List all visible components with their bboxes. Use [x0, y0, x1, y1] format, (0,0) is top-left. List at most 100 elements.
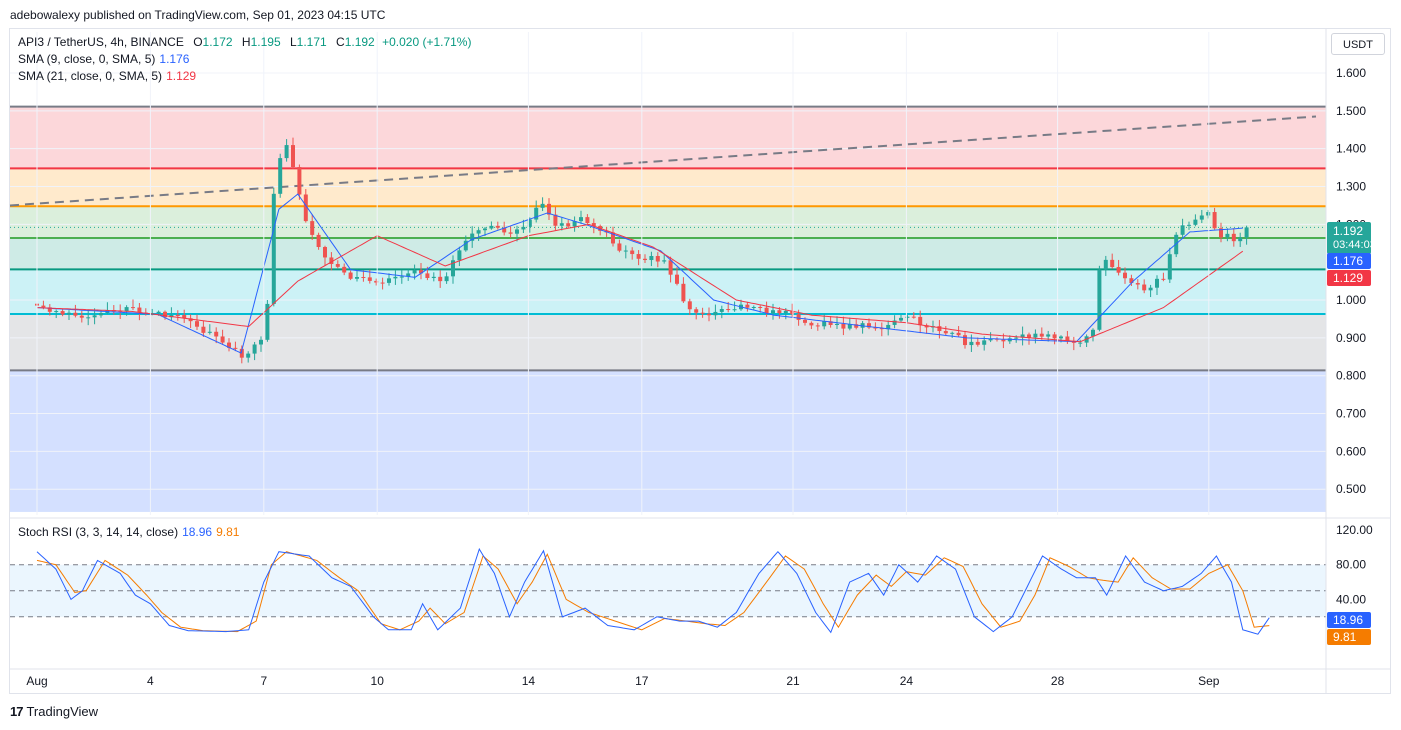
candle-body: [1155, 278, 1159, 288]
chart-frame: [9, 28, 1391, 694]
price-axis-tick: 0.500: [1336, 482, 1366, 496]
time-axis-tick: 24: [900, 674, 914, 688]
stoch-axis-tick: 120.00: [1336, 523, 1373, 537]
candle-body: [828, 321, 833, 326]
candle-body: [675, 274, 679, 284]
candle-body: [1065, 336, 1070, 341]
sma21-line: [36, 223, 1244, 343]
candle-body: [700, 312, 705, 314]
candle-body: [47, 307, 52, 312]
candle-body: [1014, 337, 1019, 339]
candle-body: [687, 301, 692, 310]
candle-body: [732, 309, 737, 311]
candle-body: [361, 277, 366, 278]
candle-body: [726, 309, 731, 311]
candle-body: [611, 232, 615, 244]
stoch-legend[interactable]: Stoch RSI (3, 3, 14, 14, close) 18.96 9.81: [18, 525, 239, 539]
candle-body: [355, 277, 359, 279]
low-label: L: [289, 35, 297, 49]
candle-body: [1039, 333, 1044, 337]
candle-body: [380, 282, 385, 284]
candle-body: [207, 331, 212, 333]
time-axis-tick: Aug: [26, 674, 47, 688]
candle-body: [367, 277, 372, 281]
candle-body: [1212, 212, 1217, 229]
candle-body: [303, 194, 308, 222]
high-value: 1.195: [250, 35, 281, 49]
candle-body: [527, 219, 532, 227]
currency-button[interactable]: USDT: [1331, 33, 1385, 55]
candle-body: [431, 276, 436, 279]
candle-body: [591, 223, 596, 227]
candle-body: [943, 331, 948, 334]
symbol-label[interactable]: API3 / TetherUS, 4h, BINANCE: [18, 35, 184, 49]
candle-body: [335, 264, 340, 267]
candle-body: [1161, 278, 1166, 280]
candle-body: [99, 312, 103, 316]
fib-zone: [10, 237, 1326, 270]
price-axis-tick: 0.900: [1336, 331, 1366, 345]
candle-body: [719, 309, 724, 312]
candle-body: [681, 283, 686, 302]
candle-body: [137, 307, 142, 313]
candle-body: [963, 335, 967, 346]
tradingview-logo[interactable]: 17 TradingView: [10, 704, 98, 719]
candle-body: [547, 203, 551, 215]
candle-body: [707, 313, 711, 316]
candle-body: [1001, 339, 1006, 342]
candle-body: [975, 341, 980, 345]
candle-body: [182, 315, 187, 319]
candle-body: [1180, 225, 1185, 235]
candle-body: [1097, 269, 1102, 330]
candle-body: [67, 312, 71, 315]
candle-body: [553, 214, 558, 226]
sma21-legend[interactable]: SMA (21, close, 0, SMA, 5) 1.129: [18, 69, 196, 83]
stoch-label: Stoch RSI (3, 3, 14, 14, close): [18, 525, 179, 539]
candle-body: [585, 217, 590, 224]
candle-body: [1116, 267, 1121, 273]
candle-body: [1135, 283, 1140, 285]
price-axis-tick: 0.800: [1336, 369, 1366, 383]
candle-body: [771, 310, 775, 314]
close-value: 1.192: [344, 35, 375, 49]
sma9-legend[interactable]: SMA (9, close, 0, SMA, 5) 1.176: [18, 52, 189, 66]
stoch-axis-tick: 80.00: [1336, 558, 1366, 572]
sma9-label: SMA (9, close, 0, SMA, 5): [18, 52, 156, 66]
candle-body: [239, 348, 244, 358]
trend-line: [9, 115, 1317, 207]
candle-body: [1103, 259, 1108, 270]
candle-body: [393, 276, 398, 279]
candle-body: [905, 316, 910, 318]
candle-body: [1238, 237, 1243, 242]
candle-body: [220, 336, 225, 343]
candle-body: [1231, 233, 1236, 242]
sma21-label: SMA (21, close, 0, SMA, 5): [18, 69, 163, 83]
sma9-line: [36, 193, 1243, 354]
candle-body: [54, 311, 59, 313]
candle-body: [847, 324, 852, 329]
candle-body: [694, 309, 699, 313]
stoch-d-value: 9.81: [216, 525, 240, 539]
candle-body: [1148, 287, 1153, 291]
candle-body: [809, 322, 814, 326]
candle-body: [463, 240, 468, 251]
candle-body: [387, 278, 391, 283]
candle-body: [956, 332, 961, 336]
candle-body: [572, 221, 577, 227]
candle-body: [841, 323, 846, 329]
candle-body: [886, 324, 891, 330]
candle-body: [201, 326, 206, 333]
candle-body: [655, 256, 660, 262]
candle-body: [751, 306, 756, 308]
bar-countdown: 03:44:03: [1333, 239, 1376, 251]
candle-body: [118, 311, 123, 313]
fib-zone: [10, 206, 1326, 238]
candle-body: [163, 311, 167, 318]
candle-body: [284, 145, 289, 159]
candle-body: [1219, 228, 1223, 238]
candle-body: [195, 321, 199, 327]
candle-body: [92, 315, 97, 318]
candle-body: [636, 254, 641, 259]
candle-body: [777, 310, 782, 314]
